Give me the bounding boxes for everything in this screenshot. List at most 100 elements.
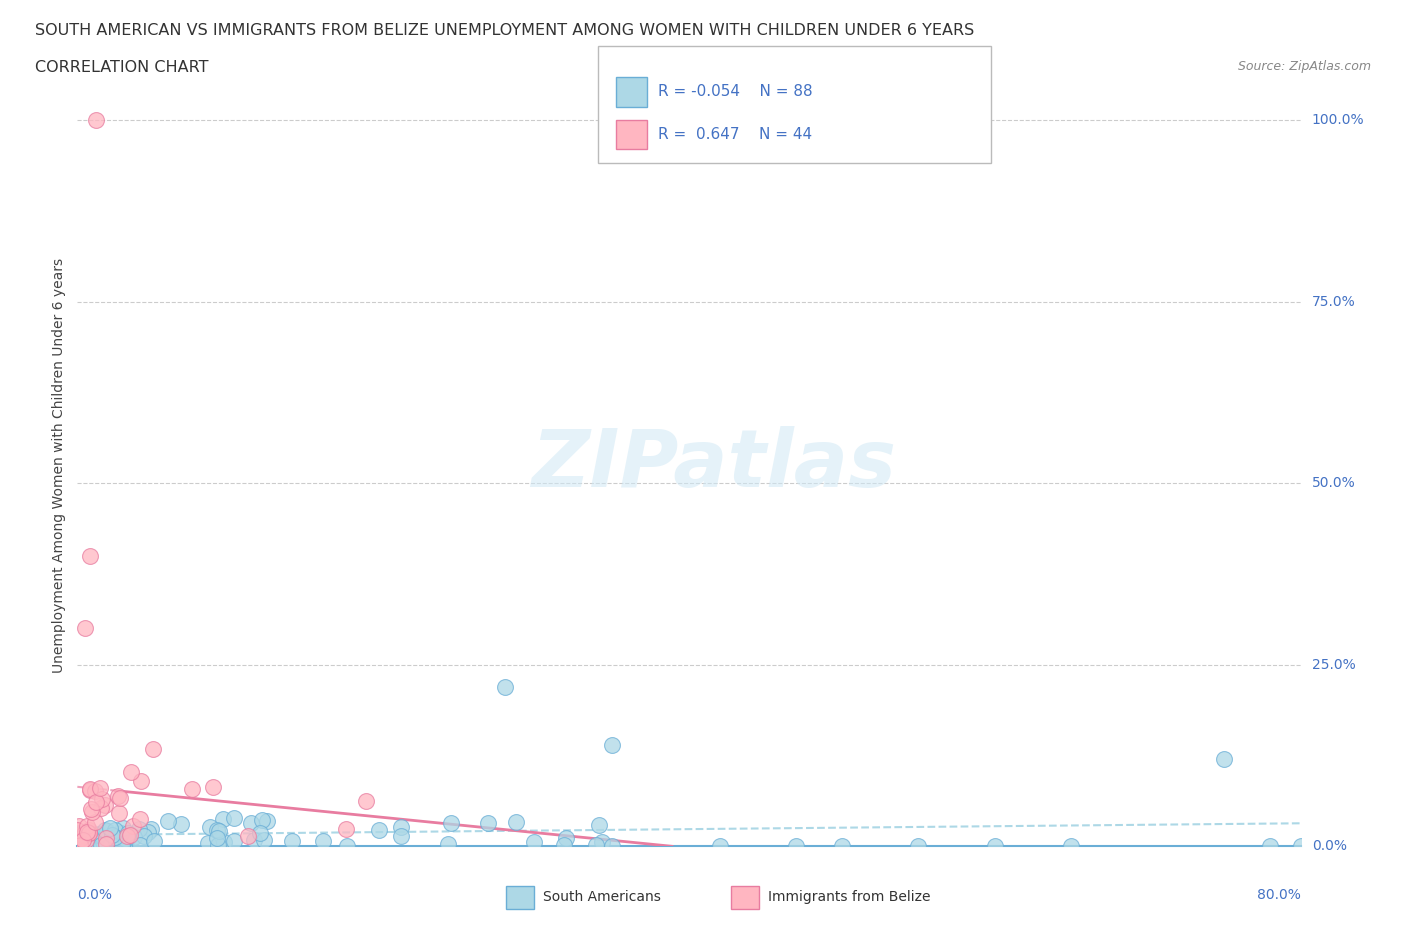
Text: R = -0.054    N = 88: R = -0.054 N = 88 — [658, 85, 813, 100]
Point — [522, 834, 544, 849]
Point — [70, 825, 93, 840]
Point — [588, 818, 610, 833]
Point — [111, 821, 134, 836]
Point — [128, 812, 150, 827]
Point — [505, 815, 527, 830]
Point — [84, 113, 107, 127]
Point — [252, 813, 274, 828]
Point — [120, 764, 142, 779]
Point — [281, 834, 304, 849]
Point — [94, 798, 117, 813]
Point — [111, 839, 134, 854]
Point — [117, 826, 139, 841]
Point — [77, 828, 100, 843]
Point — [709, 839, 731, 854]
Point — [79, 782, 101, 797]
Point — [170, 817, 193, 831]
Point — [79, 822, 101, 837]
Point — [553, 838, 575, 853]
Text: 100.0%: 100.0% — [1312, 113, 1364, 127]
Point — [80, 802, 103, 817]
Point — [67, 832, 90, 847]
Point — [101, 827, 124, 842]
Point — [205, 830, 228, 845]
Point — [83, 834, 105, 849]
Point — [108, 805, 131, 820]
Point — [73, 621, 96, 636]
Point — [118, 828, 141, 843]
Point — [66, 834, 89, 849]
Point — [79, 549, 101, 564]
Point — [76, 834, 98, 849]
Point — [555, 830, 578, 845]
Text: SOUTH AMERICAN VS IMMIGRANTS FROM BELIZE UNEMPLOYMENT AMONG WOMEN WITH CHILDREN : SOUTH AMERICAN VS IMMIGRANTS FROM BELIZE… — [35, 23, 974, 38]
Point — [128, 838, 150, 853]
Text: CORRELATION CHART: CORRELATION CHART — [35, 60, 208, 75]
Point — [75, 828, 97, 843]
Point — [249, 826, 271, 841]
Point — [984, 839, 1007, 854]
Point — [122, 818, 145, 833]
Point — [197, 835, 219, 850]
Point — [72, 828, 94, 843]
Point — [77, 833, 100, 848]
Text: 75.0%: 75.0% — [1312, 295, 1355, 309]
Point — [156, 814, 179, 829]
Point — [128, 821, 150, 836]
Point — [75, 833, 97, 848]
Point — [77, 826, 100, 841]
Point — [831, 839, 853, 854]
Point — [139, 821, 162, 836]
Point — [181, 782, 204, 797]
Point — [82, 831, 104, 846]
Point — [1289, 839, 1312, 854]
Point — [90, 791, 112, 806]
Point — [77, 826, 100, 841]
Point — [907, 839, 929, 854]
Point — [104, 822, 127, 837]
Text: 50.0%: 50.0% — [1312, 476, 1355, 490]
Text: Immigrants from Belize: Immigrants from Belize — [768, 890, 931, 905]
Point — [477, 816, 499, 830]
Point — [312, 834, 335, 849]
Point — [1258, 839, 1281, 854]
Point — [785, 839, 807, 854]
Point — [80, 804, 103, 819]
Point — [585, 838, 607, 853]
Point — [89, 781, 111, 796]
Point — [389, 829, 412, 844]
Point — [84, 832, 107, 847]
Point — [243, 832, 266, 847]
Point — [73, 829, 96, 844]
Point — [118, 829, 141, 844]
Point — [73, 829, 96, 844]
Y-axis label: Unemployment Among Women with Children Under 6 years: Unemployment Among Women with Children U… — [52, 258, 66, 672]
Point — [115, 836, 138, 851]
Point — [205, 822, 228, 837]
Point — [208, 823, 231, 838]
Point — [239, 816, 262, 830]
Point — [76, 818, 98, 833]
Point — [66, 823, 89, 838]
Point — [83, 814, 105, 829]
Point — [76, 838, 98, 853]
Point — [122, 830, 145, 844]
Point — [98, 821, 121, 836]
Point — [66, 835, 89, 850]
Point — [73, 825, 96, 840]
Text: R =  0.647    N = 44: R = 0.647 N = 44 — [658, 127, 813, 142]
Point — [96, 837, 118, 852]
Point — [1213, 751, 1236, 766]
Point — [212, 812, 235, 827]
Point — [143, 834, 166, 849]
Point — [67, 826, 90, 841]
Text: Source: ZipAtlas.com: Source: ZipAtlas.com — [1237, 60, 1371, 73]
Point — [591, 834, 613, 849]
Point — [222, 811, 245, 826]
Point — [87, 826, 110, 841]
Point — [84, 794, 107, 809]
Point — [117, 829, 139, 844]
Text: 0.0%: 0.0% — [77, 888, 112, 902]
Point — [79, 836, 101, 851]
Point — [256, 814, 278, 829]
